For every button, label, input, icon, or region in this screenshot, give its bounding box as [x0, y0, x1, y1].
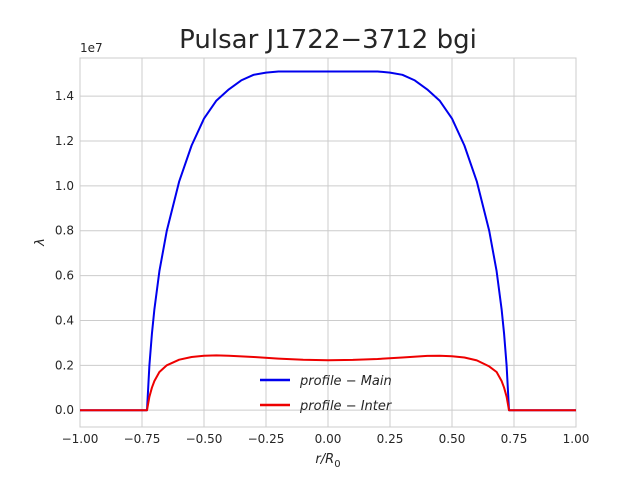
chart-title: Pulsar J1722−3712 bgi — [179, 25, 477, 55]
y-axis-label: λ — [33, 238, 48, 247]
plot-frame — [79, 57, 577, 428]
x-tick-label: 0.25 — [377, 432, 404, 446]
series-group — [80, 70, 576, 412]
legend-label-main: profile − Main — [299, 374, 392, 389]
y-tick-label: 0.0 — [55, 403, 74, 417]
y-tick-label: 1.0 — [55, 179, 74, 193]
x-axis-label: r/R0 — [315, 452, 340, 470]
y-offset-text: 1e7 — [80, 41, 103, 55]
x-tick-label: 0.00 — [315, 432, 342, 446]
x-tick-labels: −1.00 −0.75 −0.50 −0.25 0.00 0.25 0.50 0.75 1.00 — [62, 432, 590, 446]
x-tick-label: −1.00 — [62, 432, 99, 446]
x-tick-label: 1.00 — [563, 432, 590, 446]
x-tick-label: 0.50 — [439, 432, 466, 446]
series-line-main — [80, 70, 576, 412]
legend-label-inter: profile − Inter — [299, 399, 393, 414]
x-tick-label: −0.25 — [248, 432, 285, 446]
x-tick-label: −0.50 — [186, 432, 223, 446]
y-tick-label: 0.8 — [55, 224, 74, 238]
y-tick-label: 1.4 — [55, 89, 74, 103]
y-tick-label: 0.6 — [55, 269, 74, 283]
x-tick-label: 0.75 — [501, 432, 528, 446]
x-axis-label-main: r/R — [315, 452, 334, 467]
y-tick-label: 0.2 — [55, 358, 74, 372]
series-line-inter — [80, 354, 576, 412]
legend: profile − Main profile − Inter — [260, 374, 393, 414]
y-tick-label: 1.2 — [55, 134, 74, 148]
x-tick-label: −0.75 — [124, 432, 161, 446]
x-axis-label-subscript: 0 — [334, 459, 340, 470]
y-tick-label: 0.4 — [55, 313, 74, 327]
y-tick-labels: 0.0 0.2 0.4 0.6 0.8 1.0 1.2 1.4 — [55, 89, 74, 417]
